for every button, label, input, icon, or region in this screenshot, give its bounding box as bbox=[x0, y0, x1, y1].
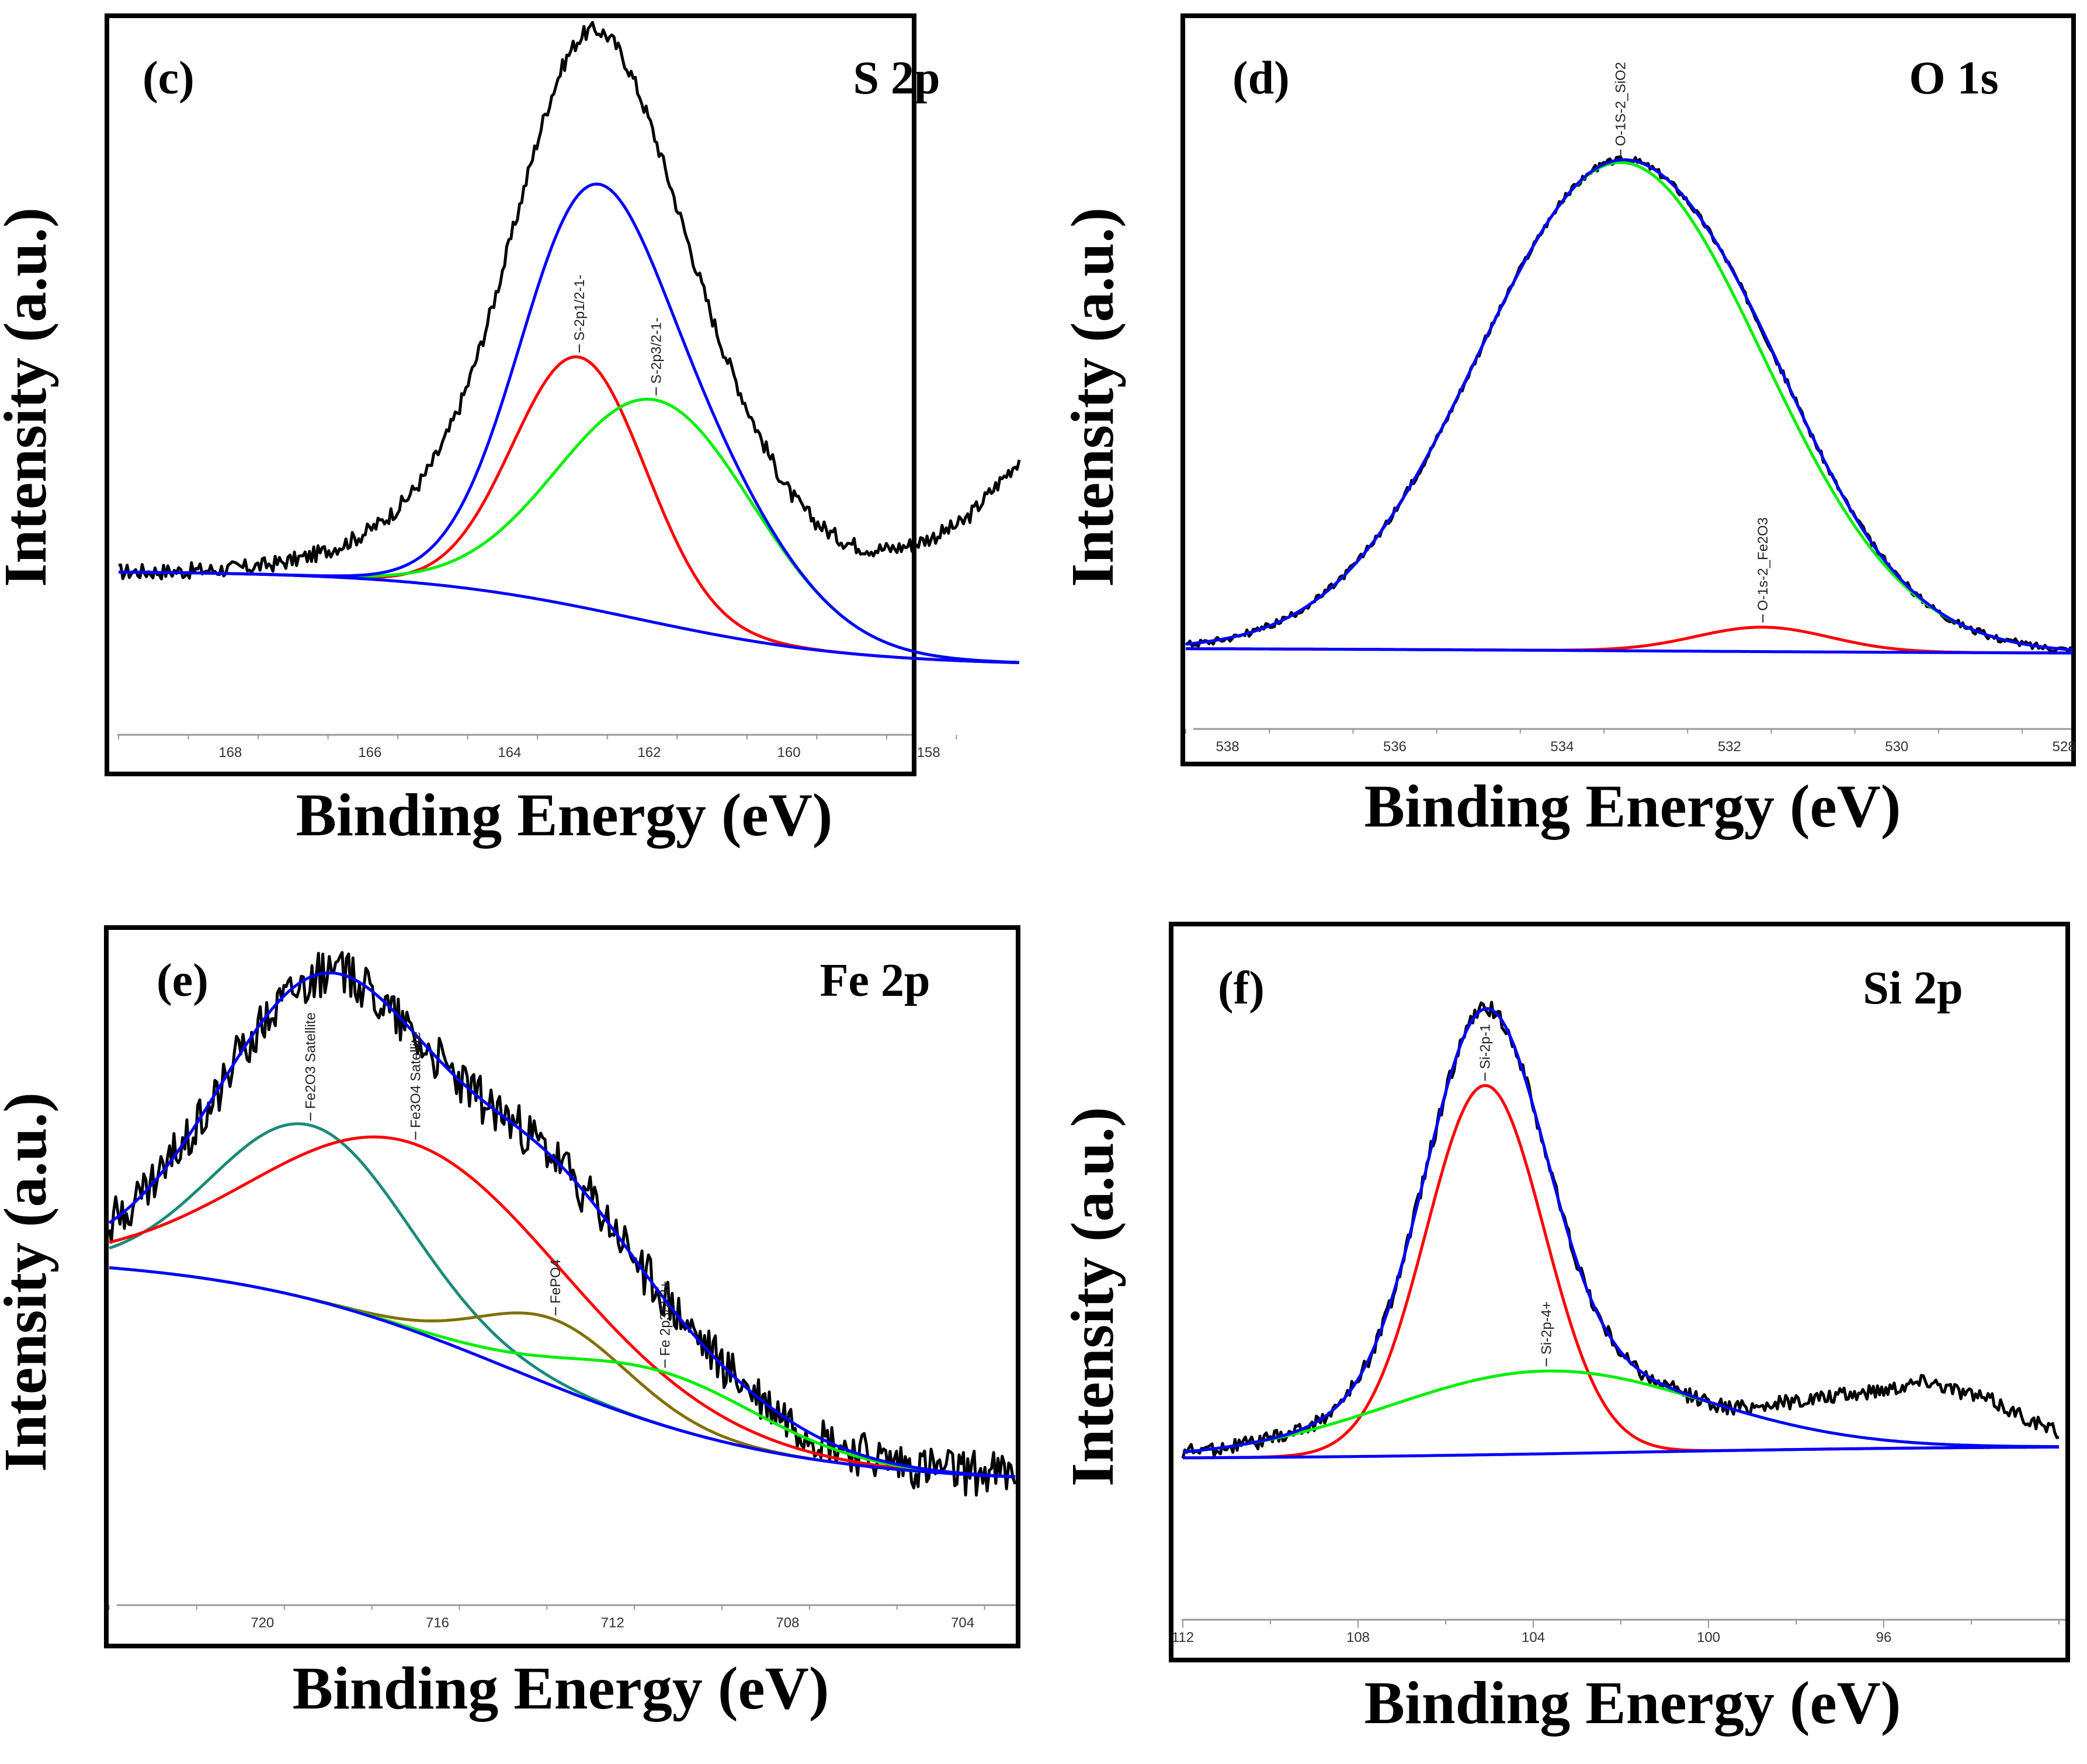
panel-frame bbox=[104, 925, 1020, 1648]
x-tick-label: 538 bbox=[1216, 739, 1239, 755]
x-tick-label: 100 bbox=[1697, 1630, 1720, 1645]
panel-title: Fe 2p bbox=[820, 955, 930, 1006]
x-tick-label: 536 bbox=[1383, 739, 1407, 755]
panel-title: S 2p bbox=[853, 53, 940, 104]
peak-label: Fe2O3 Satellite bbox=[303, 1012, 319, 1109]
panel-frame bbox=[1180, 13, 2076, 766]
x-tick-label: 158 bbox=[917, 745, 940, 761]
panel-frame bbox=[105, 13, 916, 776]
x-tick-label: 104 bbox=[1522, 1630, 1545, 1645]
panel-label: (f) bbox=[1218, 963, 1265, 1014]
x-tick-label: 528 bbox=[2053, 739, 2076, 755]
panel-title: Si 2p bbox=[1863, 963, 1963, 1014]
panel-d: 538 536 534 532 530 528 (d) O 1s Binding Energy … bbox=[1059, 13, 2076, 840]
x-tick-label: 164 bbox=[498, 745, 521, 761]
panel-f: 112 108 104 100 96 (f) Si 2p Binding Energy (eV… bbox=[1059, 922, 2070, 1737]
panel-title: O 1s bbox=[1909, 53, 1998, 104]
component-line bbox=[119, 355, 1020, 664]
panel-label: (c) bbox=[143, 53, 195, 104]
x-tick-label: 108 bbox=[1346, 1630, 1370, 1645]
x-tick-label: 716 bbox=[426, 1615, 449, 1631]
peak-label: O-1s-2_Fe2O3 bbox=[1755, 518, 1771, 611]
x-tick-label: 160 bbox=[777, 745, 801, 761]
raw-data-line bbox=[1181, 1001, 2060, 1459]
envelope-line bbox=[108, 971, 1016, 1478]
x-tick-label: 112 bbox=[1172, 1630, 1194, 1645]
y-axis-title: Intensity (a.u.) bbox=[0, 1092, 59, 1472]
panel-e: 720 716 712 708 704 (e) Fe 2p Binding Energy (e… bbox=[0, 925, 1020, 1722]
x-tick-label: 720 bbox=[251, 1615, 274, 1631]
x-tick-label: 708 bbox=[776, 1615, 799, 1631]
x-tick-label: 534 bbox=[1550, 739, 1574, 755]
y-axis-title: Intensity (a.u.) bbox=[0, 207, 59, 587]
raw-data-line bbox=[1185, 155, 2074, 655]
x-tick-label: 162 bbox=[637, 745, 661, 761]
panel-frame bbox=[1169, 922, 2070, 1662]
component-line bbox=[119, 397, 1020, 664]
panel-label: (d) bbox=[1232, 53, 1290, 104]
raw-data-line bbox=[118, 20, 1021, 581]
x-tick-label: 530 bbox=[1885, 739, 1908, 755]
x-tick-label: 704 bbox=[951, 1615, 974, 1631]
component-line bbox=[1185, 161, 2073, 652]
y-axis-title: Intensity (a.u.) bbox=[1059, 1107, 1126, 1487]
peak-label: Si-2p-1 bbox=[1478, 1024, 1494, 1069]
background-line bbox=[109, 1266, 1016, 1478]
peak-label: S-2p1/2-1- bbox=[572, 275, 588, 341]
peak-label: Fe 2p3/2 3+ bbox=[658, 1281, 673, 1356]
peak-label: Fe3O4 Satellite bbox=[408, 1032, 423, 1128]
background-line bbox=[1183, 1445, 2059, 1460]
x-tick-label: 168 bbox=[218, 745, 242, 761]
envelope-line bbox=[119, 182, 1020, 664]
x-tick-label: 96 bbox=[1876, 1630, 1892, 1645]
x-axis-title: Binding Energy (eV) bbox=[1364, 1669, 1901, 1737]
peak-label: Si-2p-4+ bbox=[1539, 1301, 1555, 1355]
x-tick-label: 712 bbox=[601, 1615, 624, 1631]
y-axis-title: Intensity (a.u.) bbox=[1059, 207, 1126, 587]
panel-label: (e) bbox=[157, 955, 209, 1006]
envelope-line bbox=[1182, 1007, 2059, 1454]
component-line bbox=[109, 1136, 1016, 1478]
peak-label: O-1S-2_SiO2 bbox=[1613, 62, 1629, 146]
raw-data-line bbox=[107, 951, 1017, 1497]
background-line bbox=[1186, 647, 2072, 655]
x-tick-label: 532 bbox=[1718, 739, 1741, 755]
peak-label: S-2p3/2-1- bbox=[648, 318, 664, 384]
x-axis-title: Binding Energy (eV) bbox=[296, 782, 833, 849]
peak-label: FePO4 bbox=[548, 1259, 564, 1304]
x-axis-title: Binding Energy (eV) bbox=[293, 1655, 829, 1722]
envelope-line bbox=[1185, 158, 2073, 652]
component-line bbox=[1183, 1084, 2059, 1460]
x-axis-title: Binding Energy (eV) bbox=[1364, 773, 1901, 840]
x-tick-label: 166 bbox=[358, 745, 381, 761]
panel-c: 168 166 164 162 160 158 (c) S 2p Binding Energy … bbox=[0, 13, 1021, 849]
background-line bbox=[119, 570, 1020, 664]
